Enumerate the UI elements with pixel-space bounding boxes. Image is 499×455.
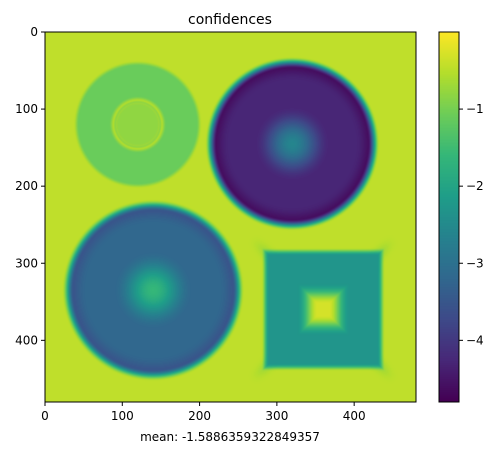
colorbar-frame bbox=[438, 31, 460, 403]
y-tick-label: 200 bbox=[15, 179, 38, 193]
y-tick-label: 400 bbox=[15, 333, 38, 347]
x-tick-label: 200 bbox=[188, 409, 211, 423]
y-tick-label: 100 bbox=[15, 102, 38, 116]
y-tick-label: 300 bbox=[15, 256, 38, 270]
plot-frame bbox=[44, 31, 417, 403]
colorbar-axis: −1 −2 −3 −4 bbox=[459, 102, 484, 347]
colorbar-tick-label: −3 bbox=[466, 256, 484, 270]
x-tick-label: 400 bbox=[343, 409, 366, 423]
colorbar: −1 −2 −3 −4 bbox=[438, 31, 484, 403]
heatmap-image bbox=[44, 31, 417, 403]
y-axis: 0 100 200 300 400 bbox=[15, 25, 45, 347]
x-axis: 0 100 200 300 400 bbox=[41, 402, 366, 423]
x-axis-label: mean: -1.5886359322849357 bbox=[140, 430, 320, 444]
chart-title: confidences bbox=[188, 12, 272, 28]
x-tick-label: 100 bbox=[111, 409, 134, 423]
x-tick-label: 0 bbox=[41, 409, 49, 423]
x-tick-label: 300 bbox=[265, 409, 288, 423]
colorbar-tick-label: −4 bbox=[466, 333, 484, 347]
colorbar-tick-label: −2 bbox=[466, 179, 484, 193]
y-tick-label: 0 bbox=[30, 25, 38, 39]
colorbar-tick-label: −1 bbox=[466, 102, 484, 116]
